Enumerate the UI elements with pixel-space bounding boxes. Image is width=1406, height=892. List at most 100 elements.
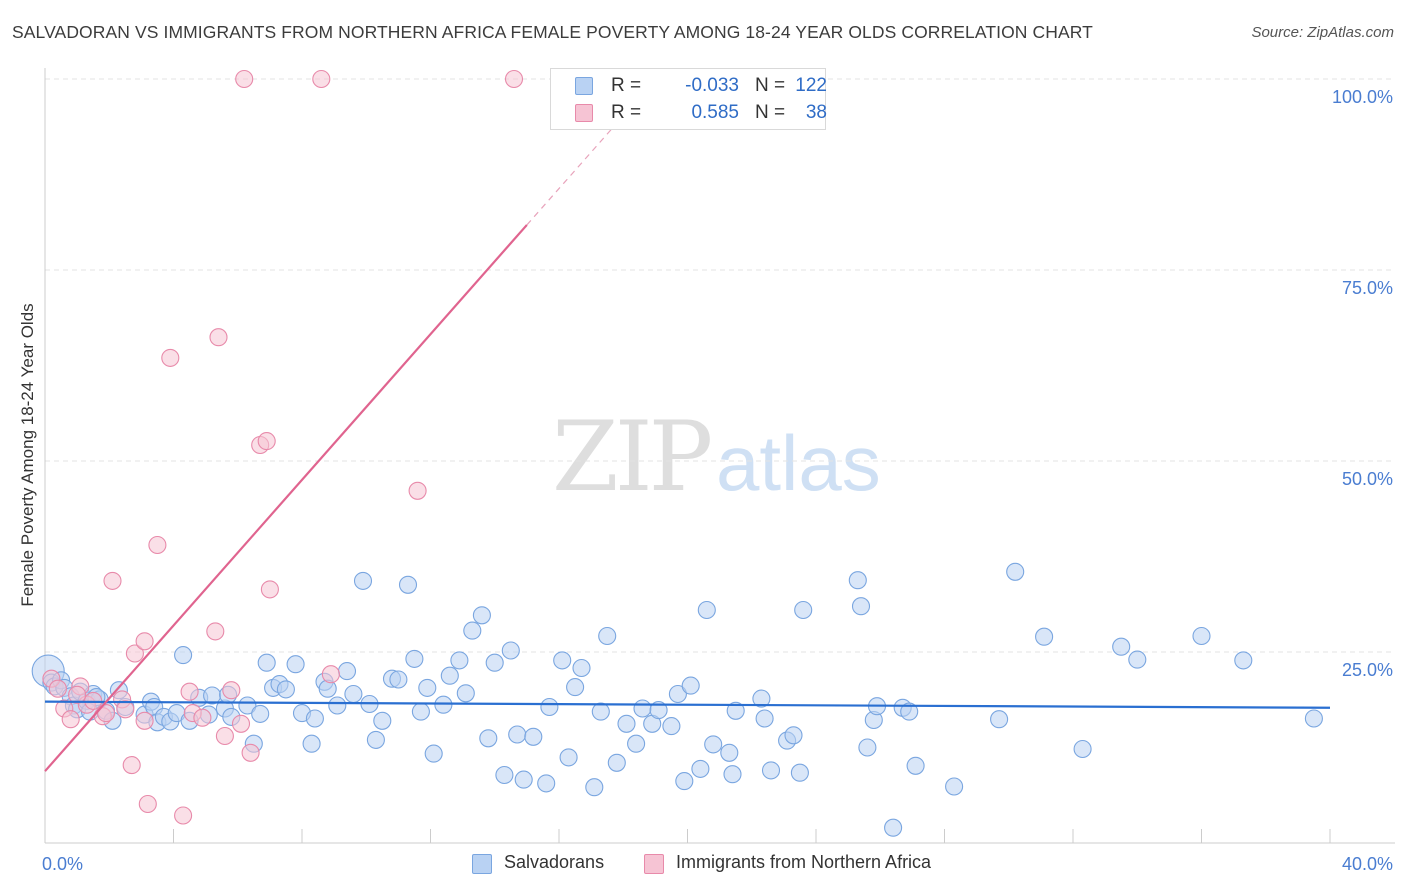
n-label: N = [755, 75, 786, 96]
legend-label: Immigrants from Northern Africa [676, 852, 932, 872]
northern-africa-point [193, 708, 212, 727]
salvadorans-point [501, 641, 520, 660]
salvadorans-point [479, 729, 498, 748]
northern-africa-trend-extension [526, 119, 621, 226]
northern-africa-point [222, 681, 241, 700]
northern-africa-point [235, 69, 254, 89]
correlation-box: R = -0.033 N = 122 R = 0.585 N = 38 [550, 68, 827, 130]
northern-africa-point [312, 69, 331, 89]
data-points [31, 69, 1323, 837]
salvadorans-point [723, 765, 742, 784]
r-label: R = [611, 102, 642, 123]
salvadorans-point [752, 689, 771, 708]
gridlines [45, 78, 1395, 653]
salvadorans-point [485, 653, 504, 672]
salvadorans-point [1234, 651, 1253, 670]
salvadorans-point [1073, 739, 1092, 759]
salvadorans-point [418, 678, 437, 697]
n-label: N = [755, 102, 786, 123]
chart-title: SALVADORAN VS IMMIGRANTS FROM NORTHERN A… [12, 22, 1093, 42]
x-tick-label: 0.0% [42, 854, 83, 874]
salvadorans-point [790, 763, 809, 782]
watermark-atlas: atlas [716, 419, 881, 507]
salvadorans-point [174, 646, 193, 665]
salvadorans-point [257, 653, 276, 672]
salvadorans-point [649, 701, 668, 720]
salvadorans-point [691, 759, 710, 778]
northern-africa-point [260, 580, 279, 599]
watermark-zip: ZIP [552, 401, 711, 513]
trend-lines [44, 119, 1331, 772]
salvadorans-point [1035, 627, 1054, 646]
salvadorans-swatch [575, 77, 593, 95]
northern-africa-point [116, 700, 135, 719]
salvadorans-point [598, 626, 617, 646]
salvadorans-point [495, 765, 514, 785]
legend-swatch-northern-africa [644, 854, 664, 874]
salvadorans-point [675, 772, 694, 791]
northern-africa-point [103, 571, 122, 590]
salvadorans-point [373, 711, 392, 730]
legend-label: Salvadorans [504, 852, 605, 872]
salvadorans-point [1128, 650, 1147, 669]
northern-africa-trend-line [44, 224, 528, 772]
salvadorans-point [524, 727, 543, 746]
r-value: -0.033 [685, 75, 739, 96]
salvadorans-point [572, 658, 591, 678]
salvadorans-point [851, 597, 871, 616]
salvadorans-point [456, 684, 475, 703]
salvadorans-point [900, 702, 919, 721]
salvadorans-point [755, 709, 774, 728]
watermark: ZIP atlas [552, 401, 881, 513]
northern-africa-point [408, 481, 427, 500]
salvadorans-point [286, 655, 305, 674]
salvadorans-point [424, 744, 443, 763]
salvadorans-point [668, 684, 687, 704]
salvadorans-point [784, 726, 803, 745]
northern-africa-point [135, 711, 154, 730]
salvadorans-point [633, 699, 652, 718]
northern-africa-point [215, 726, 234, 746]
salvadorans-point [585, 778, 604, 797]
salvadorans-point [1192, 626, 1211, 646]
salvadorans-point [440, 666, 459, 685]
salvadorans-point [858, 738, 877, 757]
legend-swatch-salvadorans [472, 854, 492, 874]
r-label: R = [611, 75, 642, 96]
salvadorans-point [761, 761, 781, 780]
salvadorans-point [463, 621, 482, 640]
northern-africa-point [206, 622, 225, 641]
y-tick-label: 100.0% [1332, 87, 1393, 107]
salvadorans-point [238, 696, 257, 715]
salvadorans-trend-line [44, 700, 1331, 709]
tick-labels: 25.0% 50.0% 75.0% 100.0% 0.0% 40.0% [42, 87, 1393, 874]
salvadorans-point [794, 600, 813, 620]
northern-africa-point [241, 743, 260, 762]
salvadorans-point [1006, 562, 1025, 581]
salvadorans-point [537, 774, 556, 793]
northern-africa-point [257, 432, 276, 451]
salvadorans-point [945, 777, 964, 796]
northern-africa-point [135, 632, 154, 651]
northern-africa-point [174, 806, 193, 825]
source-label: Source: ZipAtlas.com [1251, 24, 1394, 41]
salvadorans-point [389, 670, 408, 689]
salvadorans-point [697, 600, 716, 620]
salvadorans-point [411, 702, 430, 721]
northern-africa-point [122, 756, 141, 775]
salvadorans-point [353, 571, 373, 590]
salvadorans-point [305, 709, 324, 728]
salvadorans-point [472, 606, 491, 625]
salvadorans-point [514, 770, 533, 789]
salvadorans-point [720, 743, 739, 762]
salvadorans-point [553, 651, 572, 670]
northern-africa-point [138, 794, 157, 814]
salvadorans-point [344, 684, 363, 704]
x-tick-label: 40.0% [1342, 854, 1393, 874]
salvadorans-point [276, 680, 295, 699]
salvadorans-point [1112, 637, 1131, 656]
salvadorans-point [337, 662, 357, 681]
northern-africa-point [321, 665, 340, 684]
northern-africa-point [48, 679, 67, 698]
